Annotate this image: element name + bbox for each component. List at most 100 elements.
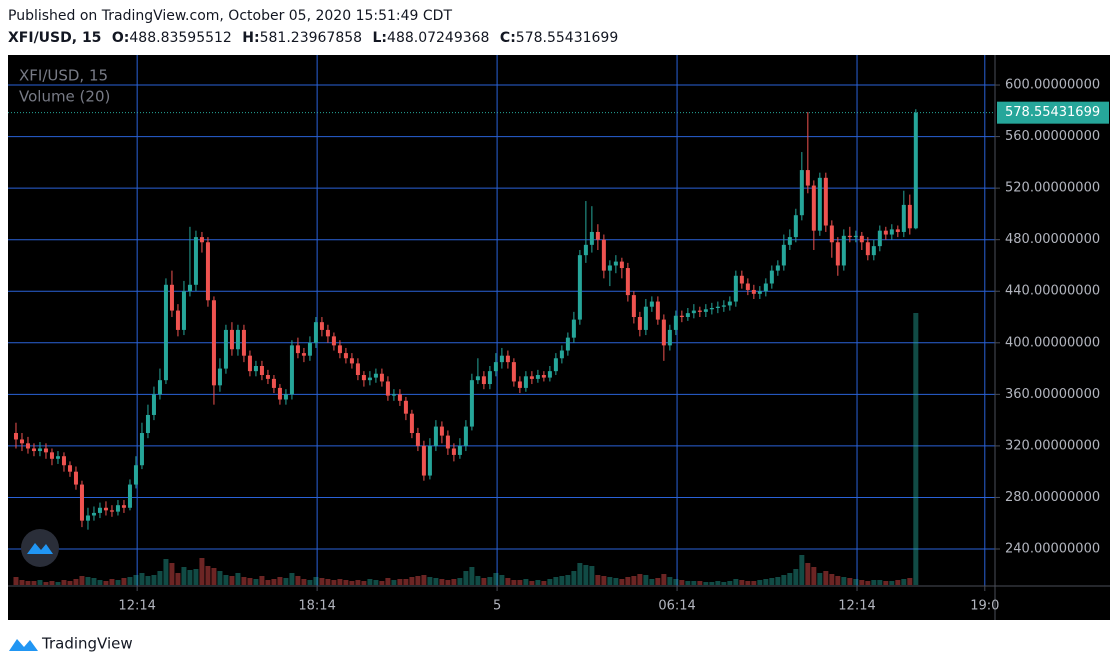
candle-body xyxy=(787,237,792,245)
candle-body xyxy=(847,235,852,238)
candle-body xyxy=(289,345,294,395)
volume-bar xyxy=(55,582,61,585)
volume-bar xyxy=(457,578,463,585)
volume-bar xyxy=(145,576,151,585)
volume-bar xyxy=(523,579,529,585)
candle-body xyxy=(877,230,882,247)
candle-body xyxy=(235,329,240,350)
volume-bar xyxy=(781,575,787,585)
candle-body xyxy=(211,300,216,386)
candle-body xyxy=(49,452,54,459)
brand-icon xyxy=(9,639,38,651)
ohlc-value: 581.23967858 xyxy=(260,30,362,46)
volume-bar xyxy=(403,579,409,585)
volume-bar xyxy=(187,570,193,585)
volume-bar xyxy=(865,581,871,585)
candle-body xyxy=(295,345,300,354)
candle-body xyxy=(523,376,528,388)
candle-body xyxy=(883,230,888,235)
candle-body xyxy=(835,242,840,266)
x-tick-label: 12:14 xyxy=(118,599,155,614)
y-tick-label: 560.00000000 xyxy=(1005,129,1100,144)
volume-bar xyxy=(511,580,517,585)
volume-bar xyxy=(805,563,811,585)
volume-bar xyxy=(589,566,595,585)
y-tick-label: 440.00000000 xyxy=(1005,284,1100,299)
volume-bar xyxy=(295,576,301,585)
candle-body xyxy=(55,456,60,459)
volume-bar xyxy=(751,581,757,585)
candle-body xyxy=(379,373,384,382)
volume-bar xyxy=(217,571,223,585)
candle-body xyxy=(769,270,774,284)
candle-body xyxy=(403,400,408,414)
volume-bar xyxy=(277,577,283,585)
volume-bar xyxy=(691,581,697,585)
volume-bar xyxy=(643,575,649,585)
candle-body xyxy=(457,445,462,455)
volume-bar xyxy=(73,579,79,585)
volume-bar xyxy=(313,577,319,585)
candle-body xyxy=(163,284,168,381)
published-line: Published on TradingView.com, October 05… xyxy=(8,8,452,24)
candle-body xyxy=(541,375,546,378)
brand: TradingView xyxy=(9,635,133,653)
volume-bar xyxy=(181,567,187,585)
candle-body xyxy=(73,471,78,485)
volume-bar xyxy=(757,580,763,585)
ohlc-value: 578.55431699 xyxy=(516,30,618,46)
volume-bar xyxy=(223,575,229,585)
x-tick-label: 5 xyxy=(493,599,501,614)
candle-body xyxy=(499,355,504,363)
candle-body xyxy=(619,261,624,269)
volume-bar xyxy=(637,574,643,585)
candle-body xyxy=(571,319,576,338)
candle-body xyxy=(199,237,204,243)
candle-body xyxy=(193,237,198,285)
candle-body xyxy=(811,185,816,231)
volume-bar xyxy=(601,576,607,585)
volume-bar xyxy=(193,569,199,585)
candle-body xyxy=(535,375,540,379)
logo-circle xyxy=(21,529,59,567)
candle-body xyxy=(271,378,276,388)
candle-body xyxy=(79,484,84,521)
volume-bar xyxy=(67,581,73,585)
volume-bar xyxy=(487,577,493,585)
volume-bar xyxy=(829,574,835,585)
candle-body xyxy=(25,443,30,449)
volume-bar xyxy=(709,582,715,585)
candle-body xyxy=(643,306,648,330)
volume-bar xyxy=(595,575,601,585)
ohlc-value: 488.07249368 xyxy=(387,30,489,46)
volume-bar xyxy=(739,580,745,585)
volume-bar xyxy=(631,576,637,585)
candle-body xyxy=(265,375,270,379)
x-tick-label: 19:0 xyxy=(970,599,999,614)
volume-bar xyxy=(307,580,313,585)
candle-body xyxy=(583,244,588,256)
volume-bar xyxy=(61,580,67,585)
volume-bar xyxy=(229,576,235,585)
volume-bar xyxy=(799,555,805,585)
candle-body xyxy=(139,433,144,466)
candle-body xyxy=(421,445,426,476)
volume-bar xyxy=(391,580,397,585)
candle-body xyxy=(325,329,330,337)
candle-body xyxy=(511,362,516,382)
candle-body xyxy=(853,235,858,238)
volume-bar xyxy=(505,578,511,585)
volume-bar xyxy=(715,581,721,585)
candle-body xyxy=(181,291,186,330)
candle-body xyxy=(331,336,336,346)
volume-bar xyxy=(139,573,145,585)
candle-body xyxy=(19,439,24,444)
candle-body xyxy=(217,368,222,386)
candle-body xyxy=(841,235,846,266)
volume-bar xyxy=(619,579,625,585)
logo-icon xyxy=(27,543,53,554)
candle-body xyxy=(247,355,252,372)
volume-bar xyxy=(163,559,169,585)
candle-body xyxy=(415,433,420,446)
